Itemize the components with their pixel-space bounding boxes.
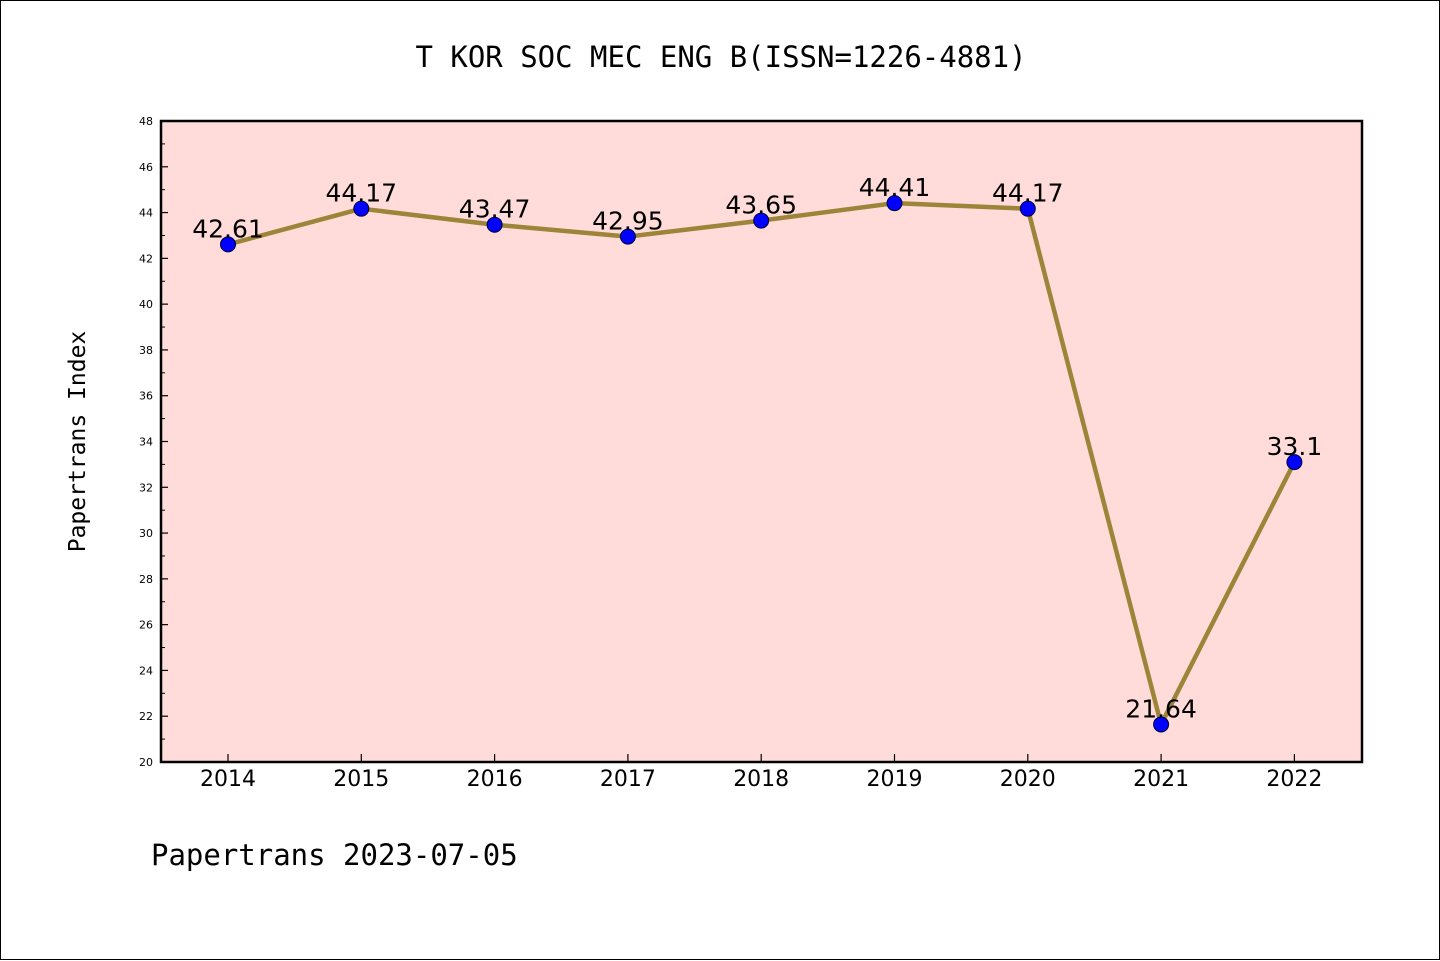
y-axis: 20 22 24 26 28 30 32 34 36 38 40 42 44 46 48 bbox=[139, 115, 168, 769]
data-label: 21.64 bbox=[1125, 694, 1197, 723]
data-point bbox=[1019, 200, 1036, 217]
data-point bbox=[886, 195, 903, 212]
x-tick-label: 2021 bbox=[1133, 767, 1189, 792]
y-tick-label: 48 bbox=[139, 115, 153, 128]
data-label: 44.17 bbox=[326, 179, 398, 208]
data-point bbox=[353, 200, 370, 217]
y-tick-label: 30 bbox=[139, 527, 153, 540]
chart-title: T KOR SOC MEC ENG B(ISSN=1226-4881) bbox=[415, 40, 1026, 74]
footer-text: Papertrans 2023-07-05 bbox=[151, 838, 518, 872]
data-label: 43.65 bbox=[725, 191, 797, 220]
y-tick-label: 40 bbox=[139, 298, 153, 311]
y-tick-label: 34 bbox=[139, 436, 153, 449]
data-point bbox=[486, 216, 503, 233]
x-tick-label: 2017 bbox=[600, 767, 656, 792]
y-tick-label: 28 bbox=[139, 573, 153, 586]
y-tick-label: 38 bbox=[139, 344, 153, 357]
y-tick-label: 32 bbox=[139, 481, 153, 494]
x-tick-label: 2014 bbox=[200, 767, 256, 792]
y-tick-label: 24 bbox=[139, 664, 153, 677]
x-tick-label: 2016 bbox=[467, 767, 523, 792]
x-axis: 2014 2015 2016 2017 2018 2019 2020 2021 2022 bbox=[200, 754, 1322, 792]
data-point bbox=[619, 228, 636, 245]
y-tick-label: 22 bbox=[139, 710, 153, 723]
x-tick-label: 2020 bbox=[1000, 767, 1056, 792]
data-point bbox=[753, 212, 770, 229]
y-tick-label: 20 bbox=[139, 756, 153, 769]
y-tick-label: 44 bbox=[139, 207, 153, 220]
y-tick-label: 36 bbox=[139, 390, 153, 403]
data-label: 33.1 bbox=[1267, 432, 1323, 461]
y-tick-label: 42 bbox=[139, 252, 153, 265]
data-point bbox=[1286, 454, 1303, 471]
y-tick-label: 26 bbox=[139, 619, 153, 632]
data-label: 44.41 bbox=[859, 173, 931, 202]
data-label: 42.95 bbox=[592, 207, 664, 236]
x-tick-label: 2022 bbox=[1266, 767, 1322, 792]
data-point bbox=[220, 236, 236, 253]
x-tick-label: 2019 bbox=[867, 767, 923, 792]
data-label: 42.61 bbox=[192, 214, 264, 243]
data-label: 43.47 bbox=[459, 195, 531, 224]
x-tick-label: 2018 bbox=[733, 767, 789, 792]
series-layer: 42.61 44.17 43.47 42.95 43.65 44.41 44.17 21.64… bbox=[192, 173, 1323, 733]
data-label: 44.17 bbox=[992, 179, 1064, 208]
x-tick-label: 2015 bbox=[333, 767, 389, 792]
y-axis-label: Papertrans Index bbox=[65, 331, 91, 553]
y-tick-label: 46 bbox=[139, 161, 153, 174]
data-point bbox=[1153, 716, 1170, 733]
